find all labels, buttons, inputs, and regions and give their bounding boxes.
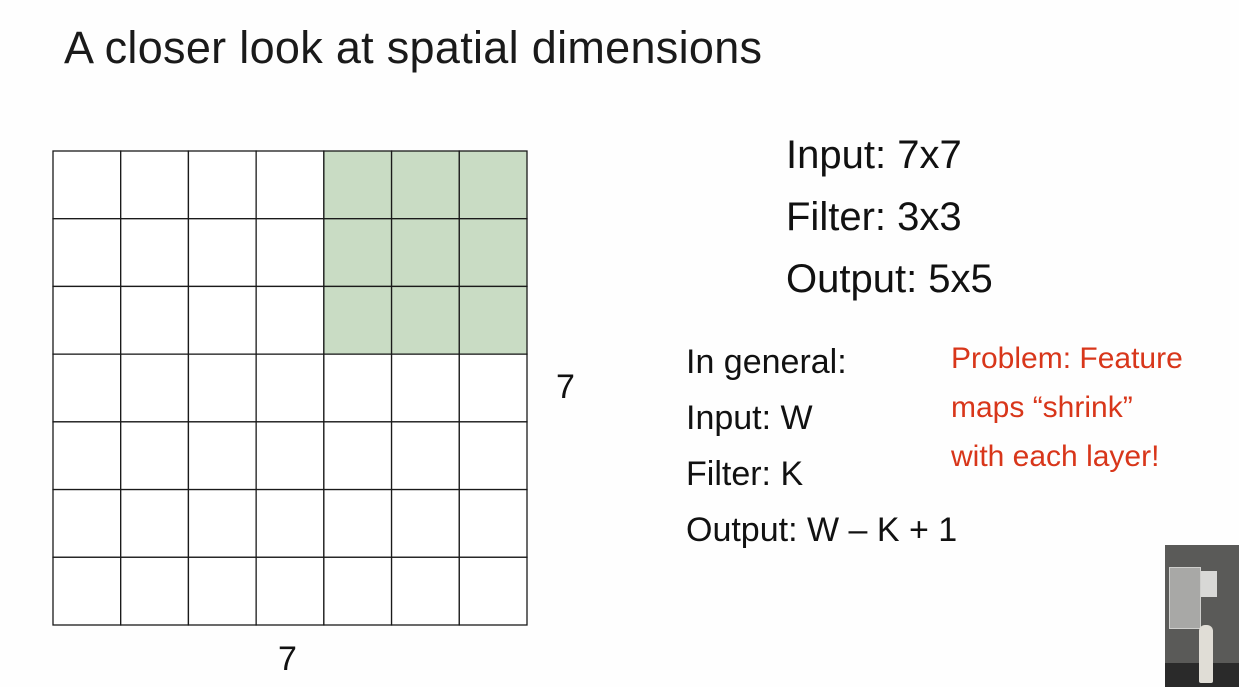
- problem-line-2: maps “shrink”: [951, 391, 1133, 424]
- grid-cell: [187, 285, 257, 355]
- grid-cell: [255, 421, 325, 491]
- grid-cell: [390, 421, 460, 491]
- grid-cell: [52, 421, 122, 491]
- grid-cell: [120, 488, 190, 558]
- grid-cell: [323, 556, 393, 626]
- grid-cell: [52, 556, 122, 626]
- grid-cell: [390, 556, 460, 626]
- grid-cell: [323, 353, 393, 423]
- grid-cell: [458, 421, 528, 491]
- input-grid: [52, 150, 528, 626]
- problem-line-3: with each layer!: [951, 440, 1160, 473]
- grid-cell: [187, 218, 257, 288]
- grid-cell: [458, 488, 528, 558]
- filter-cell: [458, 218, 528, 288]
- speaker-video-thumbnail: [1165, 545, 1239, 687]
- grid-cell: [52, 150, 122, 220]
- general-input: Input: W: [686, 399, 813, 437]
- general-filter: Filter: K: [686, 455, 804, 493]
- grid-cell: [323, 488, 393, 558]
- general-heading: In general:: [686, 343, 847, 381]
- filter-cell: [458, 150, 528, 220]
- grid-cell: [52, 353, 122, 423]
- grid-cell: [255, 150, 325, 220]
- grid-cell: [255, 218, 325, 288]
- grid-cell: [120, 353, 190, 423]
- problem-line-1: Problem: Feature: [951, 342, 1183, 375]
- grid-cell: [390, 488, 460, 558]
- spec-filter: Filter: 3x3: [786, 195, 962, 239]
- grid-cell: [52, 285, 122, 355]
- grid-cell: [187, 556, 257, 626]
- spec-input: Input: 7x7: [786, 133, 962, 177]
- grid-cell: [255, 488, 325, 558]
- grid-cell: [120, 218, 190, 288]
- grid-height-label: 7: [556, 368, 575, 406]
- grid-width-label: 7: [278, 640, 297, 678]
- general-formula: In general: Input: W Filter: K Output: W…: [686, 334, 957, 558]
- specific-dimensions: Input: 7x7 Filter: 3x3 Output: 5x5: [786, 124, 993, 310]
- filter-cell: [390, 218, 460, 288]
- grid-cell: [390, 353, 460, 423]
- grid-cell: [187, 150, 257, 220]
- filter-cell: [323, 285, 393, 355]
- filter-cell: [390, 150, 460, 220]
- grid-cell: [120, 556, 190, 626]
- grid-cell: [255, 285, 325, 355]
- slide-title: A closer look at spatial dimensions: [64, 22, 763, 73]
- grid-cell: [458, 556, 528, 626]
- grid-cell: [255, 556, 325, 626]
- grid-cell: [120, 421, 190, 491]
- filter-cell: [458, 285, 528, 355]
- speaker-figure: [1199, 625, 1213, 683]
- grid-cell: [255, 353, 325, 423]
- grid-cell: [120, 285, 190, 355]
- filter-cell: [323, 150, 393, 220]
- grid-cell: [187, 488, 257, 558]
- filter-cell: [323, 218, 393, 288]
- grid-cell: [52, 488, 122, 558]
- grid-cell: [52, 218, 122, 288]
- grid-cell: [120, 150, 190, 220]
- grid-cell: [187, 421, 257, 491]
- general-output: Output: W – K + 1: [686, 511, 958, 549]
- grid-cell: [458, 353, 528, 423]
- grid-cell: [187, 353, 257, 423]
- problem-note: Problem: Feature maps “shrink” with each…: [951, 334, 1183, 481]
- filter-cell: [390, 285, 460, 355]
- spec-output: Output: 5x5: [786, 257, 993, 301]
- grid-cell: [323, 421, 393, 491]
